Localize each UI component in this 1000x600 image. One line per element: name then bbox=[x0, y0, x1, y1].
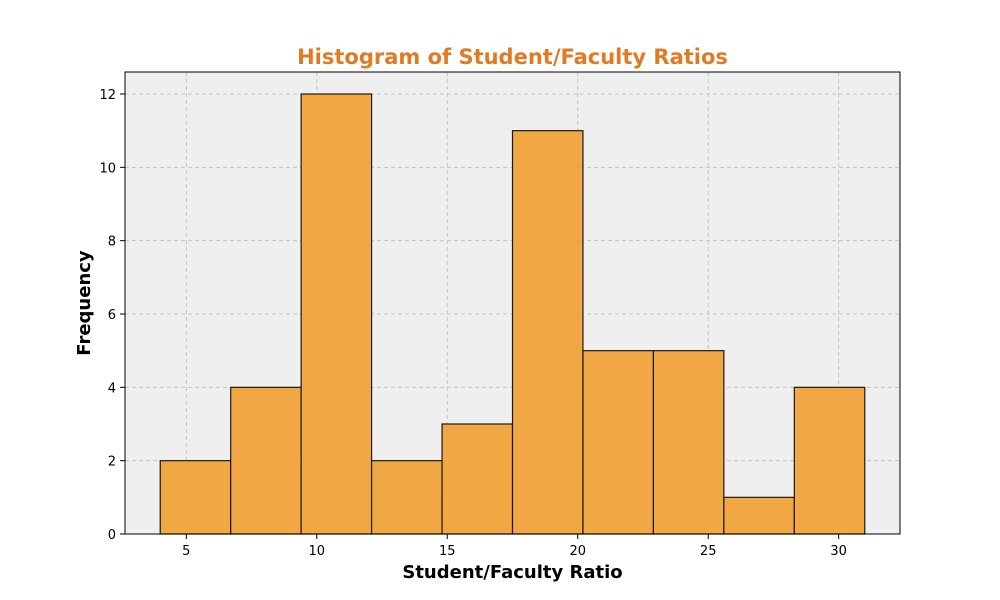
x-tick-label: 5 bbox=[182, 544, 190, 559]
y-tick-label: 10 bbox=[99, 161, 116, 176]
y-tick-label: 8 bbox=[108, 235, 116, 250]
histogram-bar-1 bbox=[159, 460, 232, 535]
axes bbox=[124, 71, 901, 535]
x-tick-label: 10 bbox=[309, 544, 326, 559]
x-tick-label: 20 bbox=[569, 544, 586, 559]
histogram-bar-10 bbox=[793, 386, 866, 535]
histogram-bar-5 bbox=[441, 423, 514, 535]
x-tick-label: 15 bbox=[439, 544, 456, 559]
histogram-bar-9 bbox=[723, 496, 795, 535]
y-tick-label: 6 bbox=[108, 308, 116, 323]
y-tick-label: 0 bbox=[108, 528, 116, 543]
histogram-bar-8 bbox=[652, 350, 725, 535]
histogram-bar-6 bbox=[511, 130, 584, 535]
x-tick-label: 25 bbox=[700, 544, 717, 559]
x-axis-label: Student/Faculty Ratio bbox=[402, 562, 622, 583]
histogram-bar-3 bbox=[300, 93, 373, 535]
ticks: 5 10 15 20 25 30 0 2 4 6 8 10 12 bbox=[99, 88, 846, 559]
y-axis-label: Frequency bbox=[74, 250, 95, 356]
histogram-bar-7 bbox=[582, 350, 655, 535]
chart-title: Histogram of Student/Faculty Ratios bbox=[297, 45, 728, 69]
y-tick-label: 4 bbox=[108, 381, 116, 396]
histogram-bar-2 bbox=[230, 386, 302, 535]
x-tick-label: 30 bbox=[830, 544, 847, 559]
histogram-bar-4 bbox=[370, 460, 443, 535]
y-tick-label: 2 bbox=[108, 455, 116, 470]
axes-frame bbox=[124, 71, 901, 535]
bars bbox=[159, 93, 866, 535]
y-tick-label: 12 bbox=[99, 88, 116, 103]
